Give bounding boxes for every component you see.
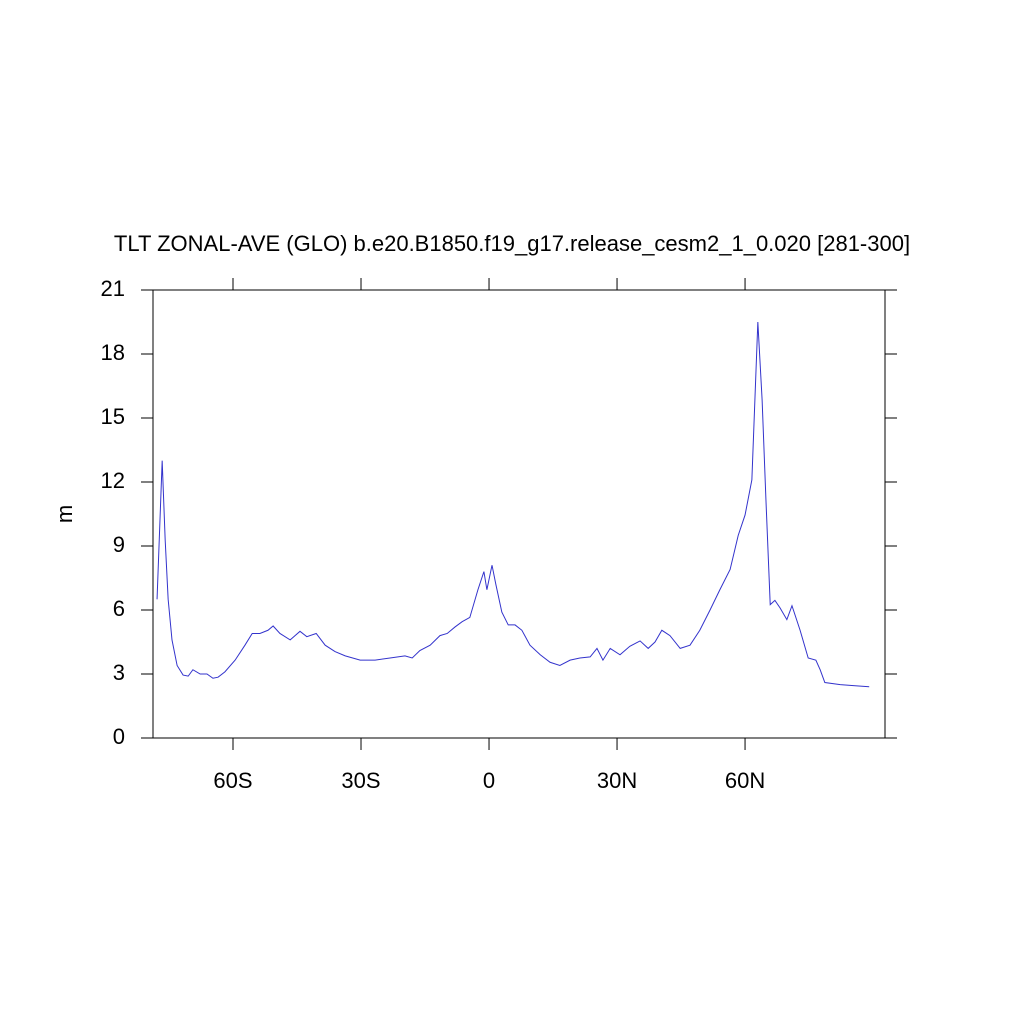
x-tick-label: 60S bbox=[213, 768, 252, 793]
plot-frame bbox=[152, 289, 886, 739]
chart-title: TLT ZONAL-AVE (GLO) b.e20.B1850.f19_g17.… bbox=[114, 231, 910, 256]
y-tick-label: 3 bbox=[113, 660, 125, 685]
y-tick-label: 18 bbox=[101, 340, 125, 365]
y-tick-label: 6 bbox=[113, 596, 125, 621]
x-tick-label: 30N bbox=[597, 768, 637, 793]
x-tick-label: 0 bbox=[483, 768, 495, 793]
y-tick-label: 12 bbox=[101, 468, 125, 493]
y-tick-label: 21 bbox=[101, 276, 125, 301]
x-tick-label: 30S bbox=[341, 768, 380, 793]
y-axis-label: m bbox=[52, 505, 77, 523]
data-line bbox=[156, 321, 870, 688]
y-tick-label: 9 bbox=[113, 532, 125, 557]
x-tick-label: 60N bbox=[725, 768, 765, 793]
y-tick-label: 15 bbox=[101, 404, 125, 429]
y-tick-label: 0 bbox=[113, 724, 125, 749]
